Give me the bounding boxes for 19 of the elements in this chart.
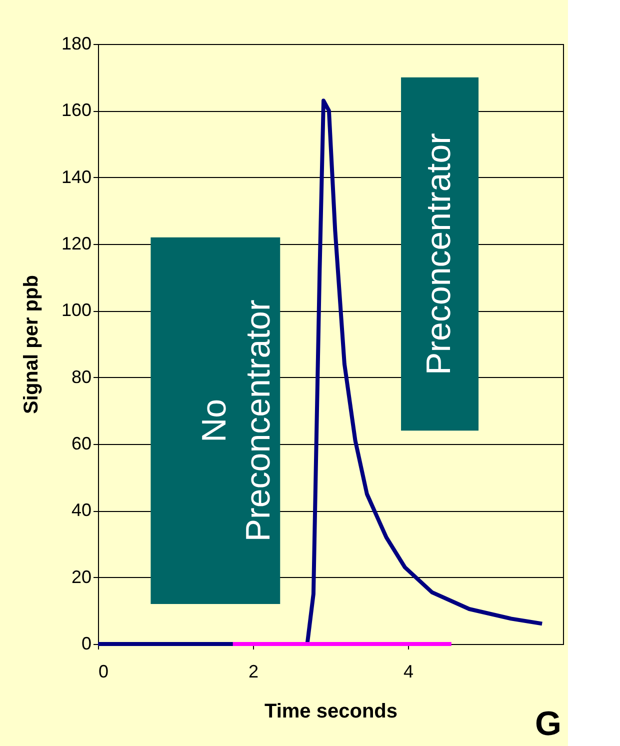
y-tick-label: 180 [61, 34, 92, 54]
annotation: Preconcentrator [420, 133, 458, 375]
y-tick-label: 40 [71, 500, 92, 520]
y-tick-label: 80 [71, 366, 92, 387]
y-tick-label: 0 [81, 634, 92, 654]
y-tick-label: 100 [61, 300, 92, 320]
y-axis-title: Signal per ppb [20, 275, 42, 414]
text: G [535, 705, 562, 743]
x-tick-label: 4 [403, 662, 414, 682]
y-tick-label: 160 [61, 100, 92, 120]
y-tick-label: 20 [71, 566, 92, 587]
x-axis-title: Time seconds [264, 700, 398, 722]
x-tick-label: 0 [98, 662, 109, 682]
y-tick-label: 60 [71, 434, 92, 454]
x-tick-label: 2 [248, 662, 259, 682]
y-tick-label: 120 [61, 234, 92, 254]
y-tick-label: 140 [61, 166, 92, 187]
annotation: No Preconcentrator [195, 300, 278, 542]
line-series [96, 98, 544, 646]
